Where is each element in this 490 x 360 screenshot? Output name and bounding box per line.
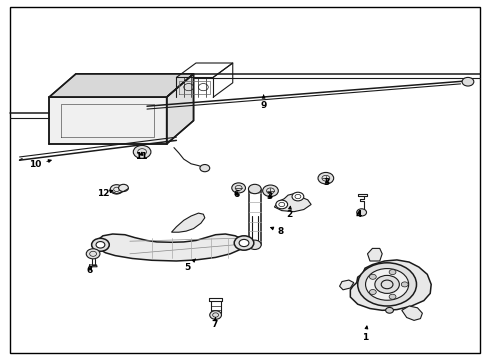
Polygon shape: [368, 248, 382, 261]
Polygon shape: [167, 74, 194, 144]
Circle shape: [401, 282, 408, 287]
Circle shape: [110, 185, 123, 194]
Text: 3: 3: [324, 178, 330, 187]
Circle shape: [375, 275, 399, 293]
Circle shape: [462, 77, 474, 86]
Polygon shape: [274, 194, 311, 212]
Polygon shape: [350, 260, 431, 310]
Circle shape: [389, 270, 396, 275]
Circle shape: [119, 184, 128, 192]
Text: 5: 5: [184, 259, 196, 271]
Circle shape: [92, 238, 109, 251]
Circle shape: [357, 209, 367, 216]
Text: 2: 2: [286, 206, 292, 219]
Circle shape: [358, 263, 416, 306]
Circle shape: [96, 242, 105, 248]
Circle shape: [210, 311, 221, 319]
Polygon shape: [49, 97, 167, 144]
Text: 8: 8: [270, 227, 283, 236]
Circle shape: [133, 145, 151, 158]
Text: 7: 7: [211, 318, 218, 329]
Circle shape: [366, 269, 409, 300]
Circle shape: [234, 236, 254, 250]
Circle shape: [248, 240, 261, 249]
Circle shape: [86, 249, 100, 259]
Polygon shape: [340, 280, 354, 290]
Text: 1: 1: [362, 326, 368, 342]
Polygon shape: [97, 234, 245, 261]
Text: 4: 4: [355, 210, 362, 219]
Text: 6: 6: [87, 266, 93, 275]
Polygon shape: [172, 213, 205, 232]
Polygon shape: [49, 74, 194, 97]
Circle shape: [276, 200, 288, 209]
Circle shape: [248, 184, 261, 194]
Circle shape: [239, 239, 249, 247]
Circle shape: [389, 294, 396, 299]
Circle shape: [232, 183, 245, 193]
Circle shape: [369, 274, 376, 279]
Polygon shape: [402, 306, 422, 320]
Text: 12: 12: [97, 189, 113, 198]
Circle shape: [318, 172, 334, 184]
Text: 11: 11: [135, 152, 147, 161]
Text: 3: 3: [267, 192, 272, 201]
Circle shape: [386, 307, 393, 313]
Text: 10: 10: [29, 160, 51, 169]
Circle shape: [263, 185, 278, 197]
Circle shape: [292, 192, 304, 201]
Text: 9: 9: [260, 95, 267, 110]
Circle shape: [369, 289, 376, 294]
Circle shape: [200, 165, 210, 172]
Text: 6: 6: [234, 190, 240, 199]
